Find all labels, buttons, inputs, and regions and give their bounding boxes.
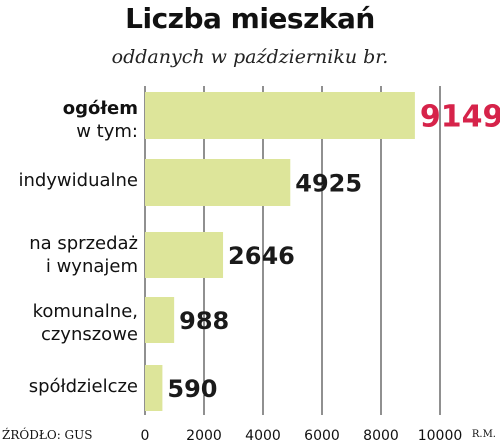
value-label-3: 988 xyxy=(179,307,229,335)
chart-title: Liczba mieszkań xyxy=(125,2,375,35)
x-tick-label-2: 4000 xyxy=(245,428,281,444)
bar-3 xyxy=(145,297,175,343)
x-tick-label-5: 10000 xyxy=(418,428,463,444)
category-label-komunalne: komunalne, xyxy=(32,301,138,322)
bar-2 xyxy=(145,232,224,278)
x-tick-label-3: 6000 xyxy=(304,428,340,444)
category-label-na-sprzedaz: na sprzedaż xyxy=(29,233,138,254)
category-label-czynszowe: czynszowe xyxy=(40,324,138,345)
value-label-0: 9149 xyxy=(420,100,500,135)
bar-4 xyxy=(145,365,163,411)
bar-0 xyxy=(145,92,415,139)
x-tick-label-1: 2000 xyxy=(186,428,222,444)
chart-subtitle: oddanych w październiku br. xyxy=(111,46,389,68)
category-label-w-tym: w tym: xyxy=(76,121,138,142)
category-label-indywidualne: indywidualne xyxy=(18,170,138,191)
source-note: ŹRÓDŁO: GUS xyxy=(2,428,93,442)
x-tick-label-4: 8000 xyxy=(363,428,399,444)
value-label-1: 4925 xyxy=(295,170,362,198)
category-label-i-wynajem: i wynajem xyxy=(45,256,138,277)
category-label-ogolem: ogółem xyxy=(62,98,138,119)
author-initials: R.M. xyxy=(471,429,496,440)
value-label-2: 2646 xyxy=(228,242,295,270)
bar-1 xyxy=(145,159,291,206)
category-label-spoldzielcze: spółdzielcze xyxy=(28,376,138,397)
value-label-4: 590 xyxy=(167,375,217,403)
x-tick-label-0: 0 xyxy=(141,428,150,444)
